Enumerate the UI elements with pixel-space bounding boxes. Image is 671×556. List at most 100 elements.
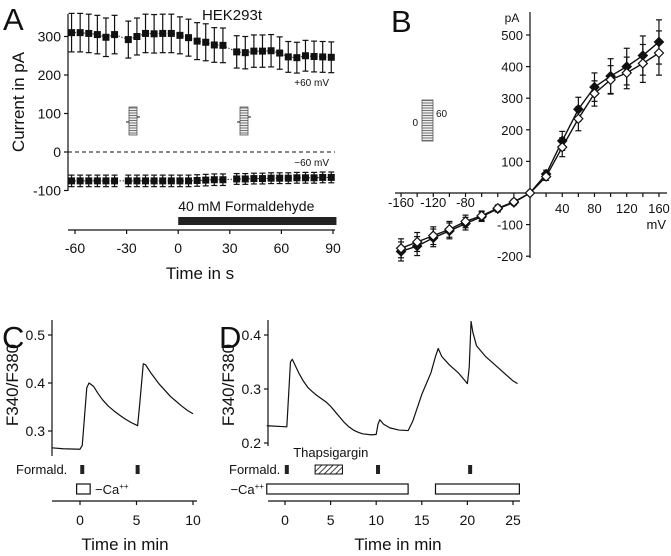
- data-point: [250, 175, 258, 183]
- data-point-open: [476, 210, 487, 222]
- data-point-open: [460, 216, 471, 227]
- ca-superscript: ++: [255, 482, 265, 491]
- data-point: [68, 177, 76, 185]
- protocol-label: 0: [412, 118, 418, 129]
- panel-letter-d: D: [219, 320, 241, 355]
- y-tick-label: 0.5: [26, 327, 46, 343]
- formaldehyde-label: Formald.: [229, 462, 280, 477]
- data-point: [76, 29, 84, 37]
- x-tick-label: 30: [222, 240, 238, 256]
- formaldehyde-marker: [80, 465, 85, 474]
- panel-b: B 500 400 300 200 100 -100 -200 -160 -120 -80 40 80 1…: [388, 4, 670, 264]
- data-point: [124, 177, 132, 185]
- x-tick-label: 60: [274, 240, 290, 256]
- formaldehyde-marker: [376, 465, 381, 474]
- data-point: [267, 174, 275, 182]
- x-tick-label: 10: [185, 512, 201, 528]
- data-point: [102, 33, 110, 41]
- ratio-trace: [266, 320, 518, 436]
- x-tick-label: -30: [116, 240, 136, 256]
- y-axis-label: F340/F380: [219, 344, 238, 426]
- x-axis-label: Time in min: [81, 535, 168, 554]
- data-point: [85, 29, 93, 37]
- data-point: [250, 47, 258, 55]
- data-point: [111, 177, 119, 185]
- data-point-open: [653, 47, 665, 59]
- x-tick-label: 40: [555, 201, 569, 216]
- y-tick-label: 0.4: [26, 375, 46, 391]
- data-point: [258, 47, 266, 55]
- ca-free-label: −Ca++: [230, 482, 264, 497]
- ca-free-label: −Ca++: [95, 482, 129, 497]
- protocol-icon: [421, 99, 434, 142]
- thapsigargin-bar: [314, 464, 343, 475]
- x-tick-label: 20: [460, 512, 476, 528]
- x-tick-label: -160: [388, 195, 414, 210]
- data-point-open: [508, 196, 520, 208]
- data-point: [176, 177, 184, 185]
- data-point: [293, 54, 301, 62]
- y-tick-label: 0.2: [242, 435, 262, 451]
- data-point-open: [540, 171, 552, 182]
- formaldehyde-marker: [284, 465, 289, 474]
- data-point-open: [605, 74, 616, 86]
- data-point: [111, 31, 119, 39]
- panel-a: A HEK293t 300 200 100 0 -100 -60 -30 0 30 60 90 Time …: [3, 2, 341, 283]
- data-point: [133, 177, 141, 185]
- ratio-trace: [51, 363, 194, 450]
- data-point: [85, 177, 93, 185]
- data-point-filled: [653, 36, 665, 48]
- y-tick-label: 0.4: [242, 327, 262, 343]
- x-tick-label: 0: [174, 240, 182, 256]
- data-point: [241, 175, 249, 183]
- data-point: [167, 29, 175, 37]
- x-tick-label: -80: [456, 195, 475, 210]
- data-point: [293, 174, 301, 182]
- data-point-open: [444, 223, 455, 235]
- data-point-open: [395, 242, 407, 254]
- data-point: [284, 174, 292, 182]
- chart-title: HEK293t: [202, 7, 263, 24]
- y-tick-label: 0.3: [242, 381, 262, 397]
- panel-letter-a: A: [3, 2, 24, 37]
- formaldehyde-marker: [468, 465, 473, 474]
- data-point: [233, 48, 241, 56]
- panel-letter-b: B: [391, 4, 412, 39]
- x-tick-label: 15: [414, 512, 430, 528]
- ca-free-bar: [266, 483, 409, 495]
- x-axis-label: Time in s: [166, 264, 234, 283]
- y-axis-label: Current in pA: [9, 51, 28, 152]
- x-tick-label: -60: [65, 240, 85, 256]
- data-point: [102, 177, 110, 185]
- series-label: +60 mV: [294, 78, 329, 89]
- data-point: [202, 176, 210, 184]
- data-point: [219, 41, 227, 49]
- data-point: [233, 175, 241, 183]
- y-tick-label: 100: [38, 106, 62, 122]
- x-tick-label: 120: [616, 201, 638, 216]
- data-point: [159, 29, 167, 37]
- data-point-open: [524, 187, 536, 199]
- data-point-open: [589, 88, 600, 99]
- x-tick-label: 80: [587, 201, 601, 216]
- data-point: [159, 177, 167, 185]
- series-line: [71, 32, 332, 59]
- protocol-label: 60: [436, 109, 448, 120]
- data-point: [301, 174, 309, 182]
- x-tick-label: -120: [420, 195, 446, 210]
- data-point: [301, 52, 309, 60]
- data-point: [150, 30, 158, 38]
- data-point: [68, 29, 76, 37]
- data-point: [167, 177, 175, 185]
- y-tick-label: 200: [501, 123, 523, 138]
- x-tick-label: 90: [325, 240, 341, 256]
- y-tick-label: 300: [38, 29, 62, 45]
- data-point: [284, 53, 292, 61]
- data-point-open: [556, 141, 568, 153]
- ca-superscript: ++: [119, 482, 129, 491]
- data-point: [150, 177, 158, 185]
- data-point: [310, 174, 318, 182]
- x-axis-label: Time in min: [354, 535, 441, 554]
- thapsigargin-label: Thapsigargin: [293, 445, 368, 460]
